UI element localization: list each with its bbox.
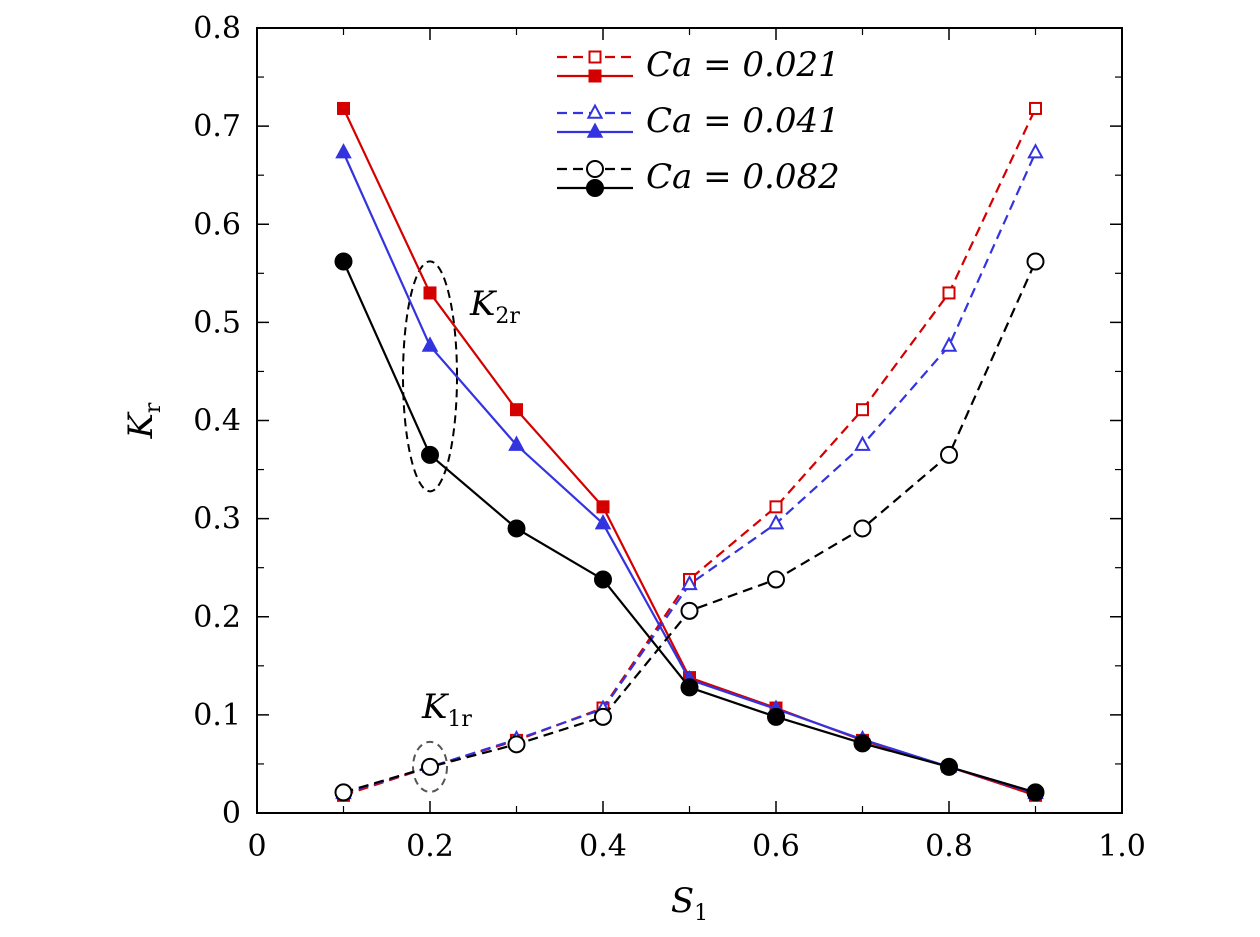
x-tick-label: 0 [247, 829, 266, 864]
legend-label: Ca = 0.082 [646, 157, 840, 197]
k1r-point-triangle [1027, 143, 1044, 159]
tick-labels: 0 0.2 0.4 0.6 0.8 1.0 0 0.1 0.2 0.3 0.4 0.5 0.6 0.7 0.… [193, 11, 1146, 864]
y-tick-label: 0.8 [193, 11, 241, 46]
k1r-point-circle [940, 445, 958, 464]
k2r-point-circle [334, 252, 353, 271]
k1r-point-circle [334, 783, 353, 802]
k1r-point-square [1029, 101, 1042, 115]
legend-open-marker [586, 160, 604, 178]
x-axis-label: S1 [671, 881, 708, 926]
k1r-point-square [942, 286, 956, 300]
x-tick-label: 0.2 [406, 829, 454, 864]
k2r-point-circle [853, 734, 872, 753]
k1r-point-triangle [681, 574, 698, 591]
k1r-point-circle [680, 601, 699, 620]
k1r-point-triangle [854, 435, 871, 451]
k1r-point-circle [1026, 252, 1045, 271]
k2r-point-circle [940, 757, 958, 776]
plot-frame [256, 27, 1123, 814]
y-tick-label: 0.6 [193, 207, 241, 242]
k2r-point-circle [421, 445, 439, 464]
y-axis-label: Kr [121, 402, 166, 439]
k2r-point-circle [680, 678, 699, 697]
k2r-point-square [423, 286, 437, 300]
k2r-annotation: K2r [469, 284, 520, 329]
legend: Ca = 0.021 Ca = 0.041 Ca = 0.082 [557, 45, 840, 197]
legend-filled-marker [588, 69, 602, 83]
legend-filled-marker [586, 122, 604, 138]
k1r-point-circle [507, 735, 526, 754]
x-tick-label: 1.0 [1098, 829, 1146, 864]
y-tick-label: 0.3 [193, 502, 241, 537]
x-tick-label: 0.4 [579, 829, 627, 864]
k2r-point-triangle [421, 336, 439, 352]
y-tick-label: 0.7 [193, 109, 241, 144]
k1r-point-triangle [940, 336, 958, 352]
k1r-point-circle [853, 519, 872, 538]
k2r-point-circle [507, 519, 526, 538]
k2r-point-circle [594, 570, 612, 589]
y-tick-label: 0 [222, 796, 241, 831]
k2r-point-triangle [335, 143, 352, 159]
legend-label: Ca = 0.021 [646, 45, 840, 85]
series-group-2 [334, 252, 1045, 802]
k1r-point-circle [594, 707, 612, 726]
series-layer [334, 101, 1045, 802]
y-tick-label: 0.5 [193, 305, 241, 340]
x-tick-label: 0.6 [752, 829, 800, 864]
k1r-point-square [769, 500, 783, 514]
k1r-point-circle [421, 757, 439, 776]
k1r-annotation: K1r [421, 687, 472, 732]
k1r-point-triangle [767, 513, 785, 530]
legend-item: Ca = 0.041 [557, 101, 840, 141]
y-tick-label: 0.2 [193, 600, 241, 635]
k2r-point-square [337, 101, 350, 115]
legend-item: Ca = 0.082 [557, 157, 840, 197]
y-tick-label: 0.1 [193, 698, 241, 733]
k1r-point-circle [767, 570, 785, 589]
legend-filled-marker [586, 179, 604, 197]
legend-label: Ca = 0.041 [646, 101, 840, 141]
k2r-point-circle [1026, 783, 1045, 802]
x-tick-label: 0.8 [925, 829, 973, 864]
k2r-point-triangle [508, 435, 525, 451]
k2r-point-square [596, 500, 610, 514]
legend-open-marker [588, 50, 602, 64]
k2r-point-square [510, 403, 523, 417]
k2r-point-triangle [594, 513, 612, 530]
k2r-point-circle [767, 707, 785, 726]
legend-item: Ca = 0.021 [557, 45, 840, 85]
k1r-point-square [856, 403, 869, 417]
legend-open-marker [586, 103, 604, 119]
k1r-ellipse [412, 740, 448, 793]
y-tick-label: 0.4 [193, 404, 241, 439]
